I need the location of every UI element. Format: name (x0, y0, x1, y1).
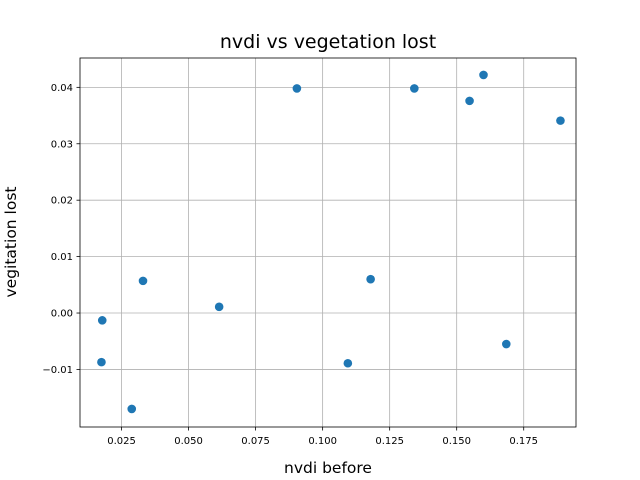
y-axis-ticks: −0.01 0.00 0.01 0.02 0.03 0.04 (42, 83, 80, 376)
x-axis-label: nvdi before (284, 459, 372, 477)
x-axis-ticks: 0.025 0.050 0.075 0.100 0.125 0.150 0.175 (107, 427, 538, 447)
data-point (343, 358, 353, 368)
x-tick-label: 0.075 (241, 436, 270, 447)
x-tick-label: 0.025 (107, 436, 136, 447)
x-tick-label: 0.175 (509, 436, 538, 447)
x-tick-label: 0.050 (174, 436, 203, 447)
x-tick-label: 0.150 (442, 436, 471, 447)
y-tick-label: 0.03 (51, 139, 73, 150)
data-point (366, 274, 375, 284)
y-tick-label: 0.00 (51, 309, 73, 320)
y-tick-label: −0.01 (42, 365, 73, 376)
plot-frame (79, 57, 577, 428)
y-tick-label: 0.04 (51, 83, 73, 94)
data-point (479, 70, 488, 80)
data-point (127, 404, 137, 414)
data-point (465, 96, 474, 106)
data-point (97, 357, 106, 367)
data-points (97, 70, 565, 414)
y-tick-label: 0.01 (51, 252, 73, 263)
x-tick-label: 0.100 (308, 436, 337, 447)
y-axis-label: vegitation lost (2, 187, 20, 298)
data-point (292, 84, 302, 93)
chart-title: nvdi vs vegetation lost (220, 31, 436, 53)
data-point (138, 276, 148, 286)
x-tick-label: 0.125 (375, 436, 404, 447)
data-point (214, 302, 224, 312)
grid (80, 58, 576, 427)
y-tick-label: 0.02 (51, 196, 73, 207)
data-point (410, 84, 419, 93)
data-point (501, 339, 511, 349)
data-point (556, 116, 565, 125)
data-point (97, 316, 107, 325)
